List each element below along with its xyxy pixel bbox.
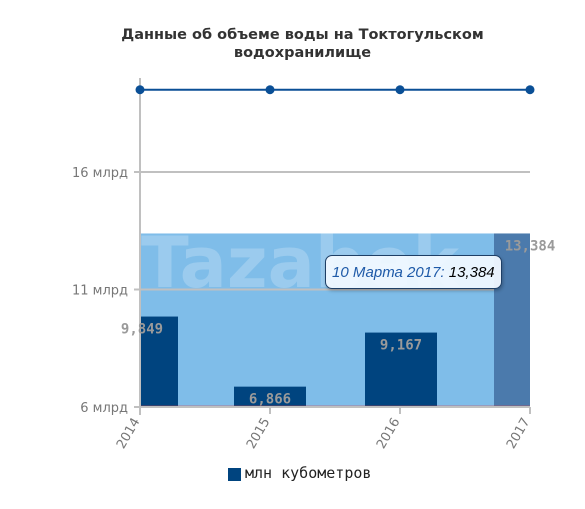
line-point-2015[interactable]: [265, 85, 275, 95]
y-tick-label: 11 млрд: [72, 284, 128, 299]
x-tick-labels-layer: 2014 2015 2016 2017: [114, 416, 534, 452]
chart-title: Данные об объеме воды на Токтогульском в…: [0, 26, 585, 62]
legend-label: млн кубометров: [245, 464, 372, 482]
x-tick-label: 2016: [374, 416, 404, 452]
y-tick-labels-layer: 6 млрд 11 млрд 16 млрд: [72, 166, 128, 416]
legend[interactable]: млн кубометров: [228, 464, 371, 482]
x-tick-label: 2017: [504, 416, 534, 452]
bar-label-2014: 9,849: [121, 322, 163, 338]
y-tick-label: 16 млрд: [72, 166, 128, 181]
tooltip: 10 Марта 2017: 13,384: [325, 255, 502, 289]
line-series-layer: [135, 85, 535, 95]
grid-layer: [140, 171, 530, 291]
x-tick-label: 2015: [244, 416, 274, 452]
chart-title-line-1: Данные об объеме воды на Токтогульском: [121, 27, 484, 43]
bar-2016[interactable]: [365, 332, 437, 407]
tooltip-value: 13,384: [448, 263, 495, 281]
chart-title-line-2: водохранилище: [233, 45, 372, 61]
tooltip-label: 10 Марта 2017:: [332, 263, 445, 281]
bar-label-2017: 13,384: [505, 238, 556, 254]
bars-layer: [140, 233, 530, 407]
line-point-2014[interactable]: [135, 85, 145, 95]
bar-2014[interactable]: [140, 316, 178, 407]
bar-2015[interactable]: [234, 386, 306, 407]
bar-label-2016: 9,167: [380, 338, 422, 354]
line-point-2017[interactable]: [525, 85, 535, 95]
bar-label-2015: 6,866: [249, 392, 291, 408]
line-point-2016[interactable]: [395, 85, 405, 95]
axes-layer: [134, 78, 531, 415]
y-tick-label: 6 млрд: [80, 401, 128, 416]
legend-swatch: [228, 467, 241, 481]
x-tick-label: 2014: [114, 416, 144, 452]
bar-labels-layer: 9,849 6,866 9,167 13,384: [121, 238, 555, 407]
